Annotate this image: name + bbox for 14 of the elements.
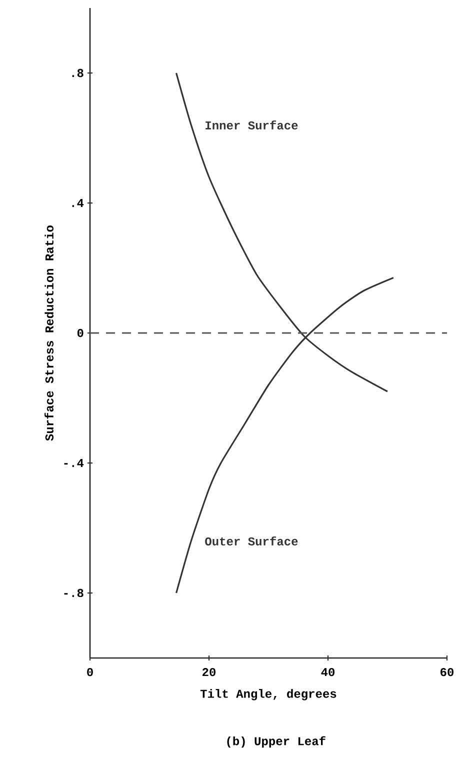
y-tick-label: 0	[77, 328, 84, 338]
y-axis-title: Surface Stress Reduction Ratio	[44, 226, 54, 441]
x-tick-label: 40	[321, 668, 334, 676]
series-label: Inner Surface	[206, 120, 298, 130]
x-tick-label: 60	[440, 668, 454, 676]
x-tick-label: 0	[87, 668, 93, 676]
y-tick-label: .8	[72, 68, 84, 78]
series-label: Outer Surface	[205, 536, 298, 546]
y-tick-label: -.8	[64, 588, 84, 598]
x-axis-title: Tilt Angle, degrees	[200, 689, 336, 700]
y-tick-label: -.4	[64, 459, 84, 467]
x-tick-label: 20	[202, 668, 216, 676]
y-tick-label: .4	[72, 199, 84, 207]
text: (b) Upper Leaf	[227, 736, 326, 748]
